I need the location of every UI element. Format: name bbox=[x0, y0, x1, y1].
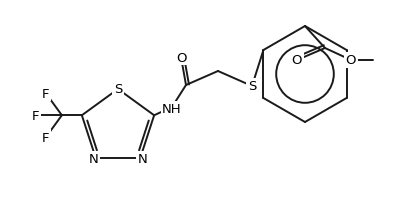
Text: F: F bbox=[32, 109, 40, 122]
Text: F: F bbox=[42, 87, 50, 100]
Text: N: N bbox=[137, 152, 147, 165]
Text: O: O bbox=[292, 54, 302, 67]
Text: S: S bbox=[114, 83, 122, 96]
Text: O: O bbox=[346, 54, 356, 67]
Text: NH: NH bbox=[162, 103, 182, 116]
Text: N: N bbox=[89, 152, 99, 165]
Text: F: F bbox=[42, 131, 50, 144]
Text: S: S bbox=[248, 80, 256, 93]
Text: O: O bbox=[176, 51, 186, 64]
